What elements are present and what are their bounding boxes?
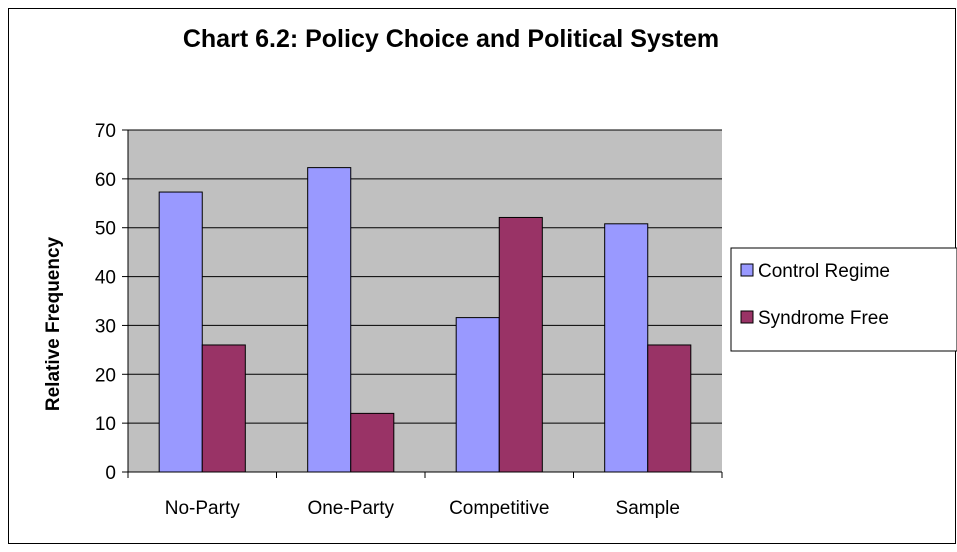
x-tick-label: One-Party [307, 498, 394, 519]
legend-swatch [740, 263, 754, 277]
bar-control-regime-no-party [158, 191, 203, 473]
x-tick-label: Competitive [449, 498, 549, 519]
y-tick-label: 60 [95, 170, 116, 191]
plot-area: No-Party One-Party Competitive Sample 0 10 20 3… [95, 121, 723, 519]
legend: Control Regime Syndrome Free [730, 247, 957, 352]
y-tick-label: 30 [95, 316, 116, 337]
y-tick-label: 0 [105, 463, 116, 484]
legend-label: Control Regime [758, 261, 890, 282]
y-tick-label: 10 [95, 414, 116, 435]
chart-title: Chart 6.2: Policy Choice and Political S… [183, 25, 719, 53]
bar-control-regime-sample [604, 223, 649, 473]
x-tick-label: No-Party [165, 498, 240, 519]
legend-label: Syndrome Free [758, 308, 889, 329]
bar-syndrome-free-one-party [350, 412, 395, 473]
bar-syndrome-free-no-party [201, 344, 246, 473]
bar-syndrome-free-sample [647, 344, 692, 473]
bar-syndrome-free-competitive [498, 216, 543, 473]
legend-swatch [740, 310, 754, 324]
y-tick-label: 20 [95, 365, 116, 386]
y-tick-label: 40 [95, 268, 116, 289]
y-axis-label: Relative Frequency [43, 236, 64, 411]
x-tick-label: Sample [616, 498, 680, 519]
bar-control-regime-competitive [455, 317, 500, 473]
bar-control-regime-one-party [307, 167, 352, 473]
legend-box [730, 247, 957, 352]
y-tick-label: 50 [95, 219, 116, 240]
y-tick-label: 70 [95, 121, 116, 142]
